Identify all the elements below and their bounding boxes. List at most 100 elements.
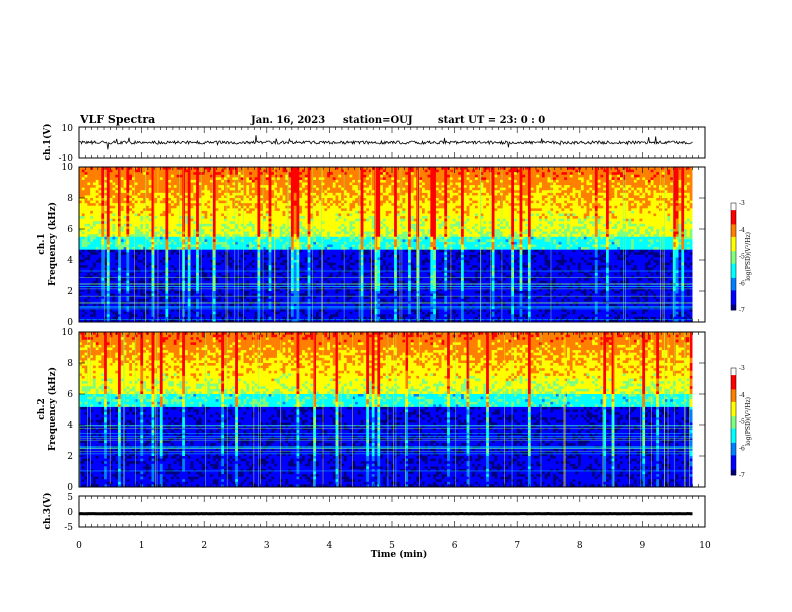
spec-cell [118,203,121,206]
spec-cell [107,208,110,211]
spec-cell [202,268,205,271]
spec-cell [204,239,207,242]
spec-cell [174,185,177,188]
spec-cell [297,312,300,315]
spec-cell [99,170,102,173]
spec-cell [283,276,286,279]
spec-cell [269,188,272,191]
spec-cell [135,257,138,260]
spec-cell [140,257,143,260]
spec-cell [188,170,191,173]
spec-cell [129,245,132,248]
spec-cell [227,203,230,206]
spec-cell [207,273,210,276]
spec-cell [177,312,180,315]
spec-cell [213,185,216,188]
spec-cell [227,273,230,276]
spec-cell [221,291,224,294]
spec-cell [294,208,297,211]
spec-cell [285,250,288,253]
spec-cell [121,177,124,180]
spec-cell [160,195,163,198]
spec-cell [182,291,185,294]
spec-cell [135,221,138,224]
spec-cell [263,301,266,304]
spec-cell [160,214,163,217]
spec-cell [280,221,283,224]
spec-cell [107,309,110,312]
spec-cell [182,229,185,232]
spec-cell [224,291,227,294]
spec-cell [283,237,286,240]
spec-cell [101,201,104,204]
spec-cell [90,177,93,180]
spec-cell [99,201,102,204]
spec-cell [90,188,93,191]
spec-cell [182,299,185,302]
spec-cell [174,242,177,245]
spec-cell [157,260,160,263]
spec-cell [107,276,110,279]
spec-cell [171,170,174,173]
spec-cell [93,172,96,175]
spec-cell [132,257,135,260]
spec-cell [121,252,124,255]
spec-cell [124,239,127,242]
spec-cell [283,203,286,206]
spec-cell [257,250,260,253]
spec-cell [177,206,180,209]
spec-cell [193,237,196,240]
spec-cell [294,190,297,193]
spec-cell [121,211,124,214]
spec-cell [101,214,104,217]
spec-cell [224,278,227,281]
spec-cell [85,232,88,235]
spec-cell [266,177,269,180]
spec-cell [126,224,129,227]
spec-cell [257,278,260,281]
spec-cell [165,221,168,224]
spec-cell [266,314,269,317]
spec-cell [163,170,166,173]
spec-cell [185,180,188,183]
spec-cell [199,211,202,214]
spec-cell [140,211,143,214]
spec-cell [87,193,90,196]
spec-cell [196,239,199,242]
spec-cell [246,224,249,227]
spec-cell [221,195,224,198]
spec-cell [118,214,121,217]
spec-cell [110,237,113,240]
spec-cell [269,232,272,235]
spec-cell [110,206,113,209]
spec-cell [246,211,249,214]
spec-cell [129,172,132,175]
spec-cell [224,314,227,317]
spec-cell [227,219,230,222]
spec-cell [96,245,99,248]
spec-cell [266,195,269,198]
spec-cell [140,208,143,211]
spec-cell [85,175,88,178]
spec-cell [115,226,118,229]
spec-cell [112,201,115,204]
spec-cell [99,195,102,198]
spec-cell [171,232,174,235]
spec-cell [85,195,88,198]
spec-cell [191,263,194,266]
spec-cell [171,183,174,186]
spec-cell [193,232,196,235]
spec-cell [132,185,135,188]
spec-cell [121,250,124,253]
spec-cell [138,224,141,227]
spec-cell [277,185,280,188]
spec-cell [202,232,205,235]
spec-cell [171,214,174,217]
spec-cell [280,185,283,188]
spec-cell [269,198,272,201]
spec-cell [207,226,210,229]
spec-cell [252,255,255,258]
spec-cell [193,245,196,248]
spec-cell [132,250,135,253]
spec-cell [110,224,113,227]
